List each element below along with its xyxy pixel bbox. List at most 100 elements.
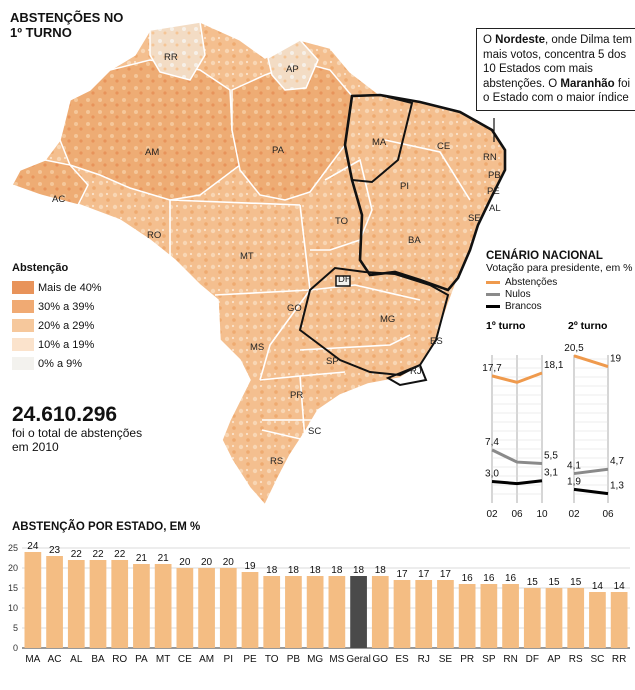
- bar-al: [67, 560, 85, 648]
- cenario-line-nulos: [491, 448, 543, 465]
- cenario-value-label: 1,3: [610, 481, 624, 492]
- state-label-pb: PB: [488, 170, 501, 181]
- bar-value-label: 14: [614, 581, 626, 592]
- turno1-label: 1º turno: [486, 320, 525, 332]
- turno1-value-labels: 17,7 18,1 7,4 5,5 3,0 3,1: [482, 360, 564, 479]
- state-label-sc: SC: [308, 426, 321, 437]
- bar-y-tick: 20: [8, 563, 18, 573]
- turno2-lines: [573, 354, 609, 496]
- callout-text-3: foi o Estado com o maior índice: [483, 77, 631, 105]
- ac-region: [10, 159, 89, 206]
- cenario-line-nulos: [573, 467, 609, 476]
- state-label-to: TO: [335, 216, 348, 227]
- bar-category-label: CE: [178, 654, 192, 665]
- bar-ro: [111, 560, 129, 648]
- bar-value-label: 15: [548, 577, 560, 588]
- bar-pi: [219, 568, 237, 648]
- bar-value-label: 17: [396, 569, 408, 580]
- bar-category-label: MG: [307, 654, 323, 665]
- state-label-ap: AP: [286, 64, 299, 75]
- bar-value-labels: 24 23 22 22 22 21 21 20 20 20 19 18 18 18 18 18 18 17 17 17…: [27, 541, 625, 592]
- state-label-se: SE: [468, 213, 481, 224]
- cenario-value-label: 7,4: [485, 437, 499, 448]
- bar-y-tick: 5: [13, 623, 18, 633]
- bar-value-label: 18: [331, 565, 343, 576]
- brazil-map: RR AP AM PA MA CE RN PB PE PI AL SE AC R…: [10, 21, 507, 507]
- bar-se: [437, 580, 454, 648]
- bar-category-label: AL: [70, 654, 83, 665]
- cenario-x-label: 06: [511, 509, 523, 520]
- turno2-value-labels: 20,5 19 4,1 4,7 1,9 1,3: [564, 343, 624, 492]
- bar-y-tick: 25: [8, 543, 18, 553]
- cenario-value-label: 19: [610, 354, 622, 365]
- turno1-x-labels: 02 06 10: [486, 509, 548, 520]
- state-label-ma: MA: [372, 137, 387, 148]
- state-label-al: AL: [489, 203, 501, 214]
- bar-mg: [306, 576, 324, 648]
- bar-rn: [502, 584, 519, 648]
- mg-outline: [298, 266, 450, 377]
- bar-category-label: RN: [503, 654, 517, 665]
- bar-category-label: PI: [224, 654, 233, 665]
- bar-value-label: 14: [592, 581, 604, 592]
- nordeste-outline: [343, 93, 507, 292]
- callout-text-2: , onde Dilma tem mais votos, concentra 5…: [483, 34, 632, 90]
- cenario-x-label: 02: [486, 509, 498, 520]
- bar-to: [263, 576, 281, 648]
- bar-pr: [458, 584, 476, 648]
- bar-pe: [241, 572, 259, 648]
- bar-rs: [567, 588, 585, 648]
- bar-pb: [285, 576, 302, 648]
- bar-value-label: 18: [375, 565, 387, 576]
- bar-category-label: MA: [25, 654, 40, 665]
- cenario-x-label: 02: [568, 509, 580, 520]
- total-abstentions: 24.610.296 foi o total de abstenções em …: [12, 403, 152, 454]
- bar-value-label: 16: [483, 573, 495, 584]
- bar-value-label: 15: [570, 577, 582, 588]
- callout-bold-maranhao: Maranhão: [560, 77, 615, 90]
- bar-category-label: ES: [395, 654, 409, 665]
- state-label-ba: BA: [408, 235, 421, 246]
- bar-value-label: 22: [92, 549, 104, 560]
- cenario-legend-item: Brancos: [486, 300, 633, 312]
- bar-category-label: MS: [329, 654, 344, 665]
- bar-category-label: GO: [373, 654, 389, 665]
- bar-rj: [415, 580, 433, 648]
- bar-value-label: 20: [223, 557, 235, 568]
- cenario-value-label: 3,1: [544, 468, 558, 479]
- bar-ms: [328, 576, 346, 648]
- bar-value-label: 19: [244, 561, 256, 572]
- bar-ma: [24, 552, 42, 648]
- state-label-go: GO: [287, 303, 302, 314]
- legend-line-abstencoes: [486, 280, 500, 284]
- bar-category-label: MT: [156, 654, 170, 665]
- legend-item: 30% a 39%: [12, 297, 102, 316]
- bar-geral: [350, 576, 367, 648]
- state-label-rr: RR: [164, 52, 178, 63]
- state-label-pr: PR: [290, 390, 303, 401]
- legend-item: 0% a 9%: [12, 354, 102, 373]
- cenario-value-label: 4,7: [610, 456, 624, 467]
- bar-value-label: 21: [158, 553, 170, 564]
- map-title: ABSTENÇÕES NO 1º TURNO: [10, 10, 130, 40]
- bar-value-label: 18: [288, 565, 300, 576]
- legend-swatch: [12, 300, 34, 313]
- turno1-grid: [491, 355, 543, 503]
- turno2-x-labels: 02 06: [568, 509, 614, 520]
- bar-category-label: TO: [265, 654, 279, 665]
- state-label-pi: PI: [400, 181, 409, 192]
- legend-swatch: [12, 338, 34, 351]
- state-borders: [169, 139, 471, 442]
- bar-value-label: 20: [179, 557, 191, 568]
- cenario-line-charts: 1º turno 2º turno 17,7 18,1 7,4 5,5 3,0 3,1 2…: [482, 320, 624, 520]
- state-label-rn: RN: [483, 152, 497, 163]
- legend-label: 20% a 29%: [38, 319, 95, 332]
- bar-value-label: 20: [201, 557, 213, 568]
- bar-value-label: 15: [527, 577, 539, 588]
- total-number: 24.610.296: [12, 403, 118, 426]
- bar-series: [24, 552, 628, 648]
- state-label-rs: RS: [270, 456, 283, 467]
- legend-label: 0% a 9%: [38, 357, 83, 370]
- legend-item: 20% a 29%: [12, 316, 102, 335]
- bar-category-label: BA: [91, 654, 105, 665]
